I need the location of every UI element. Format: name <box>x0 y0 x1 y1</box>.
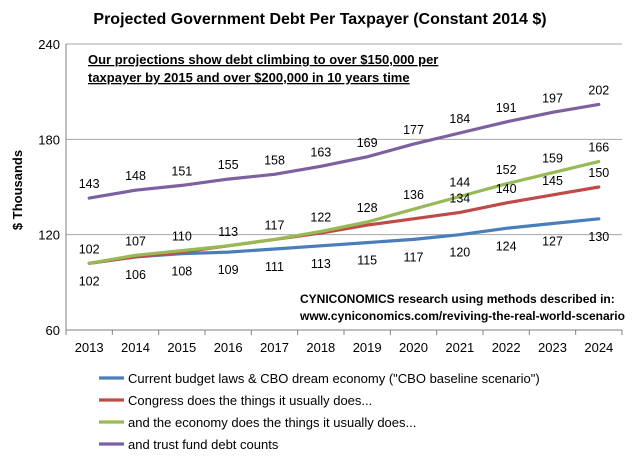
y-tick-180: 180 <box>38 132 60 147</box>
data-label-s3-2019: 169 <box>357 136 378 150</box>
chart-title: Projected Government Debt Per Taxpayer (… <box>93 11 546 28</box>
data-label-s1-2024: 150 <box>588 166 609 180</box>
x-tick-2024: 2024 <box>584 340 613 355</box>
y-tick-labels: 60 120 180 240 <box>38 37 60 338</box>
legend-label-3: and trust fund debt counts <box>128 437 279 452</box>
x-tick-2020: 2020 <box>399 340 428 355</box>
x-tick-2016: 2016 <box>214 340 243 355</box>
x-tick-2014: 2014 <box>121 340 150 355</box>
x-tick-2013: 2013 <box>75 340 104 355</box>
data-label-s0-2018: 113 <box>311 257 331 271</box>
data-label-s3-2018: 163 <box>310 145 331 159</box>
data-label-s2-2022: 152 <box>496 163 517 177</box>
data-label-s2-2014: 107 <box>125 234 146 248</box>
data-label-s1-2021: 134 <box>449 191 470 205</box>
y-tick-60: 60 <box>46 323 60 338</box>
legend-label-2: and the economy does the things it usual… <box>128 415 416 430</box>
series-lines <box>87 102 601 265</box>
annotation-line-1: Our projections show debt climbing to ov… <box>88 52 438 67</box>
axes <box>65 44 623 335</box>
x-tick-2021: 2021 <box>445 340 474 355</box>
data-label-s3-2020: 177 <box>403 123 424 137</box>
data-label-s2-2023: 159 <box>542 152 563 166</box>
data-label-s1-2022: 140 <box>496 182 517 196</box>
data-label-s0-2022: 124 <box>496 239 517 253</box>
y-tick-240: 240 <box>38 37 60 52</box>
data-label-s3-2023: 197 <box>542 91 563 105</box>
data-label-s0-2019: 115 <box>357 254 377 268</box>
data-label-s2-2024: 166 <box>588 141 609 155</box>
data-label-s3-2017: 158 <box>264 153 285 167</box>
data-label-s0-2021: 120 <box>449 246 470 260</box>
y-axis-label: $ Thousands <box>10 150 25 230</box>
data-label-s2-2020: 136 <box>403 188 424 202</box>
x-tick-2019: 2019 <box>353 340 382 355</box>
x-tick-2015: 2015 <box>167 340 196 355</box>
data-label-s0-2020: 117 <box>404 250 424 264</box>
data-label-s3-2021: 184 <box>449 112 470 126</box>
source-line-2: www.cyniconomics.com/reviving-the-real-w… <box>299 309 625 323</box>
data-label-s3-2015: 151 <box>171 164 192 178</box>
data-label-s2-2019: 128 <box>357 201 378 215</box>
annotation-line-2: taxpayer by 2015 and over $200,000 in 10… <box>88 70 410 85</box>
data-label-s0-2013: 102 <box>79 274 100 288</box>
data-label-s2-2013: 102 <box>79 242 100 256</box>
source-line-1: CYNICONOMICS research using methods desc… <box>300 292 615 306</box>
data-label-s3-2014: 148 <box>125 169 146 183</box>
data-label-s3-2016: 155 <box>218 158 239 172</box>
x-tick-labels: 2013 2014 2015 2016 2017 2018 2019 2020 2021 2022… <box>75 340 614 355</box>
data-label-s2-2015: 110 <box>172 230 192 244</box>
y-tick-120: 120 <box>38 228 60 243</box>
data-label-s0-2016: 109 <box>218 263 239 277</box>
x-tick-2023: 2023 <box>538 340 567 355</box>
x-tick-2022: 2022 <box>492 340 521 355</box>
data-label-s0-2024: 130 <box>588 230 609 244</box>
data-label-s0-2014: 106 <box>125 268 146 282</box>
data-label-s3-2022: 191 <box>496 101 517 115</box>
data-label-s0-2015: 108 <box>171 265 192 279</box>
data-label-s2-2017: 117 <box>265 218 285 232</box>
legend: Current budget laws & CBO dream economy … <box>99 371 540 452</box>
series-line-3 <box>87 102 601 200</box>
data-label-s2-2016: 113 <box>218 225 238 239</box>
data-label-s0-2023: 127 <box>542 235 563 249</box>
data-label-s0-2017: 111 <box>265 260 284 274</box>
data-label-s3-2024: 202 <box>588 83 609 97</box>
data-labels: 102 106 108 109 111 113 115 117 120 124 127 1301341… <box>79 83 610 288</box>
x-tick-2017: 2017 <box>260 340 289 355</box>
x-tick-2018: 2018 <box>306 340 335 355</box>
data-label-s2-2021: 144 <box>449 176 470 190</box>
data-label-s3-2013: 143 <box>79 177 100 191</box>
data-label-s2-2018: 122 <box>310 210 331 224</box>
data-label-s1-2023: 145 <box>542 174 563 188</box>
series-line-2 <box>87 160 601 265</box>
legend-label-0: Current budget laws & CBO dream economy … <box>128 371 540 386</box>
legend-label-1: Congress does the things it usually does… <box>128 393 372 408</box>
